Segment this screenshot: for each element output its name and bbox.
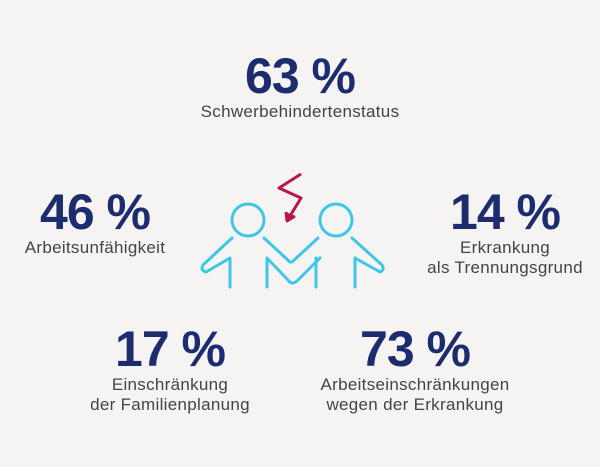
right-head-icon <box>318 202 354 238</box>
stat-value: 17 % <box>115 321 226 377</box>
stat-label: der Familienplanung <box>90 395 250 414</box>
stat-value: 73 % <box>360 321 471 377</box>
stat-label: Erkrankung <box>460 238 550 257</box>
right-arm-right <box>350 236 385 289</box>
lightning-icon <box>277 172 303 223</box>
left-arm-right <box>262 236 322 289</box>
stat-value: 46 % <box>40 184 151 240</box>
stat-work-limitations: 73 % Arbeitseinschränkungen wegen der Er… <box>300 323 530 415</box>
stat-severe-disability: 63 % Schwerbehindertenstatus <box>150 50 450 122</box>
stat-value: 63 % <box>245 48 356 104</box>
right-arm-left <box>290 236 320 289</box>
stat-incapacity: 46 % Arbeitsunfähigkeit <box>0 186 190 258</box>
left-arm-left <box>200 236 234 289</box>
stat-value: 14 % <box>450 184 561 240</box>
stat-label: Arbeitseinschränkungen <box>320 375 510 394</box>
stat-label: wegen der Erkrankung <box>326 395 504 414</box>
stat-separation: 14 % Erkrankung als Trennungsgrund <box>410 186 600 278</box>
stat-label: Arbeitsunfähigkeit <box>24 238 166 257</box>
stat-label: Schwerbehindertenstatus <box>200 102 400 121</box>
left-head-icon <box>230 202 266 238</box>
stat-label: Einschränkung <box>111 375 229 394</box>
stat-family-planning: 17 % Einschränkung der Familienplanung <box>70 323 270 415</box>
stat-label: als Trennungsgrund <box>427 258 583 277</box>
